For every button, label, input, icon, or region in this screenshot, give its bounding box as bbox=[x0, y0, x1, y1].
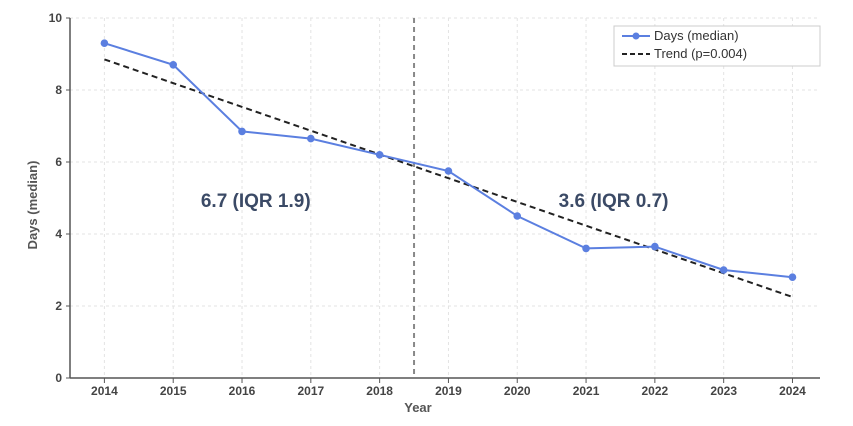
y-tick-label: 4 bbox=[55, 227, 62, 241]
y-tick-label: 10 bbox=[49, 11, 63, 25]
y-tick-label: 2 bbox=[55, 299, 62, 313]
series-points bbox=[100, 39, 797, 282]
x-tick-label: 2018 bbox=[366, 384, 393, 398]
x-tick-label: 2014 bbox=[91, 384, 118, 398]
annotation-post-period: 3.6 (IQR 0.7) bbox=[559, 191, 669, 212]
legend-box bbox=[613, 25, 821, 67]
x-tick-label: 2023 bbox=[710, 384, 737, 398]
data-point bbox=[169, 61, 178, 69]
legend-series-label: Days (median) bbox=[654, 28, 739, 43]
grid-lines bbox=[70, 17, 820, 378]
y-tick-label: 6 bbox=[55, 155, 62, 169]
data-point bbox=[375, 151, 384, 159]
y-axis-label: Days (median) bbox=[25, 161, 40, 250]
data-point bbox=[651, 242, 659, 251]
data-point bbox=[238, 127, 246, 136]
y-tick-labels: 0 2 4 6 8 10 bbox=[49, 11, 63, 385]
x-tick-label: 2019 bbox=[435, 384, 462, 398]
annotation-pre-period: 6.7 (IQR 1.9) bbox=[201, 191, 311, 212]
y-tick-label: 8 bbox=[55, 83, 62, 97]
trend-line bbox=[104, 58, 793, 298]
axes bbox=[66, 17, 820, 383]
legend: Days (median) Trend (p=0.004) bbox=[613, 25, 821, 67]
data-point bbox=[307, 134, 315, 143]
y-tick-label: 0 bbox=[55, 371, 62, 385]
x-tick-label: 2022 bbox=[642, 384, 669, 398]
x-tick-label: 2024 bbox=[779, 384, 806, 398]
data-point bbox=[100, 39, 109, 47]
x-tick-label: 2017 bbox=[297, 384, 324, 398]
data-point bbox=[444, 167, 453, 175]
x-tick-label: 2016 bbox=[229, 384, 256, 398]
legend-trend-label: Trend (p=0.004) bbox=[654, 46, 747, 61]
data-point bbox=[582, 244, 590, 253]
x-tick-label: 2021 bbox=[573, 384, 600, 398]
x-axis-label: Year bbox=[404, 400, 431, 415]
x-tick-label: 2020 bbox=[504, 384, 531, 398]
data-point bbox=[719, 266, 728, 274]
data-point bbox=[513, 212, 522, 220]
x-tick-labels: 2014 2015 2016 2017 2018 2019 2020 2021 2022 2023… bbox=[91, 384, 806, 398]
legend-series-marker bbox=[632, 32, 640, 40]
data-point bbox=[788, 273, 797, 282]
x-tick-label: 2015 bbox=[160, 384, 187, 398]
